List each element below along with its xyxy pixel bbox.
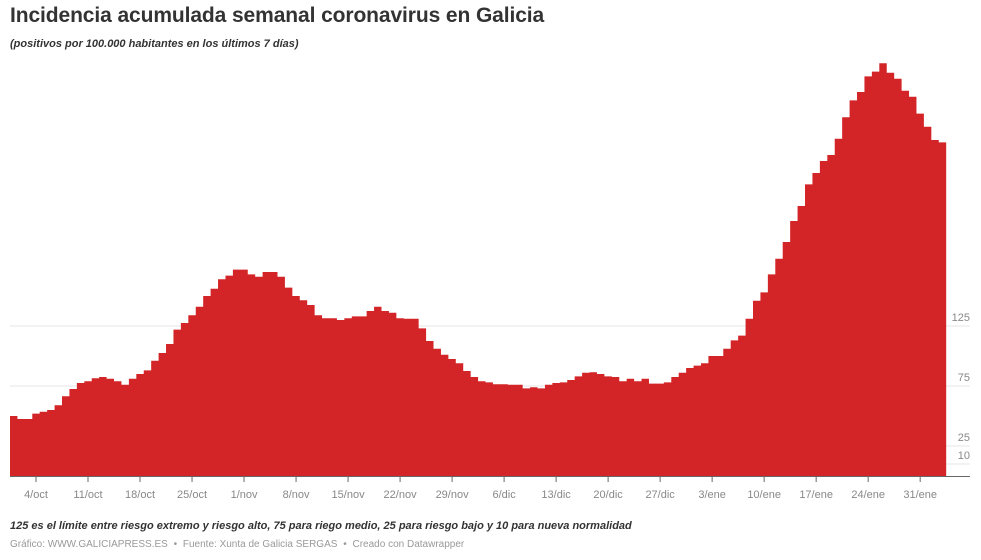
x-tick-label: 10/ene — [747, 489, 781, 501]
x-tick-label: 31/ene — [903, 489, 937, 501]
y-tick-label: 10 — [958, 450, 970, 462]
x-tick-label: 24/ene — [851, 489, 885, 501]
y-tick-label: 125 — [952, 312, 970, 324]
chart-notes: 125 es el límite entre riesgo extremo y … — [10, 520, 632, 532]
credit-text: Gráfico: WWW.GALICIAPRESS.ES — [10, 539, 168, 550]
x-tick-label: 8/nov — [283, 489, 310, 501]
x-tick-label: 22/nov — [384, 489, 418, 501]
source-text: Fuente: Xunta de Galicia SERGAS — [182, 539, 338, 550]
chart-title: Incidencia acumulada semanal coronavirus… — [10, 4, 545, 27]
chart-plot: 4/oct 11/oct 18/oct 25/oct 1/nov 8/nov 15/nov 2… — [10, 63, 970, 501]
separator: • — [173, 539, 178, 550]
x-tick-label: 27/dic — [645, 489, 675, 501]
x-tick-label: 1/nov — [231, 489, 258, 501]
x-tick-label: 18/oct — [125, 489, 155, 501]
x-axis-ticks: 4/oct 11/oct 18/oct 25/oct 1/nov 8/nov 15/nov 2… — [24, 477, 937, 501]
tool-text: Creado con Datawrapper — [352, 539, 465, 550]
incidence-area — [10, 63, 947, 476]
separator: • — [343, 539, 347, 550]
y-tick-label: 75 — [958, 372, 970, 384]
chart-footer: Gráfico: WWW.GALICIAPRESS.ES • Fuente: X… — [10, 539, 464, 550]
x-tick-label: 25/oct — [177, 489, 207, 501]
x-tick-label: 4/oct — [24, 489, 48, 501]
y-tick-label: 25 — [958, 432, 970, 444]
x-tick-label: 6/dic — [492, 489, 516, 501]
x-tick-label: 11/oct — [73, 489, 102, 501]
x-tick-label: 3/ene — [698, 489, 726, 501]
x-tick-label: 29/nov — [436, 489, 470, 501]
x-tick-label: 13/dic — [541, 489, 571, 501]
x-tick-label: 15/nov — [332, 489, 366, 501]
y-axis-labels: 10 25 75 125 — [952, 312, 970, 462]
x-tick-label: 17/ene — [799, 489, 833, 501]
chart-subtitle: (positivos por 100.000 habitantes en los… — [10, 38, 299, 50]
x-tick-label: 20/dic — [593, 489, 623, 501]
